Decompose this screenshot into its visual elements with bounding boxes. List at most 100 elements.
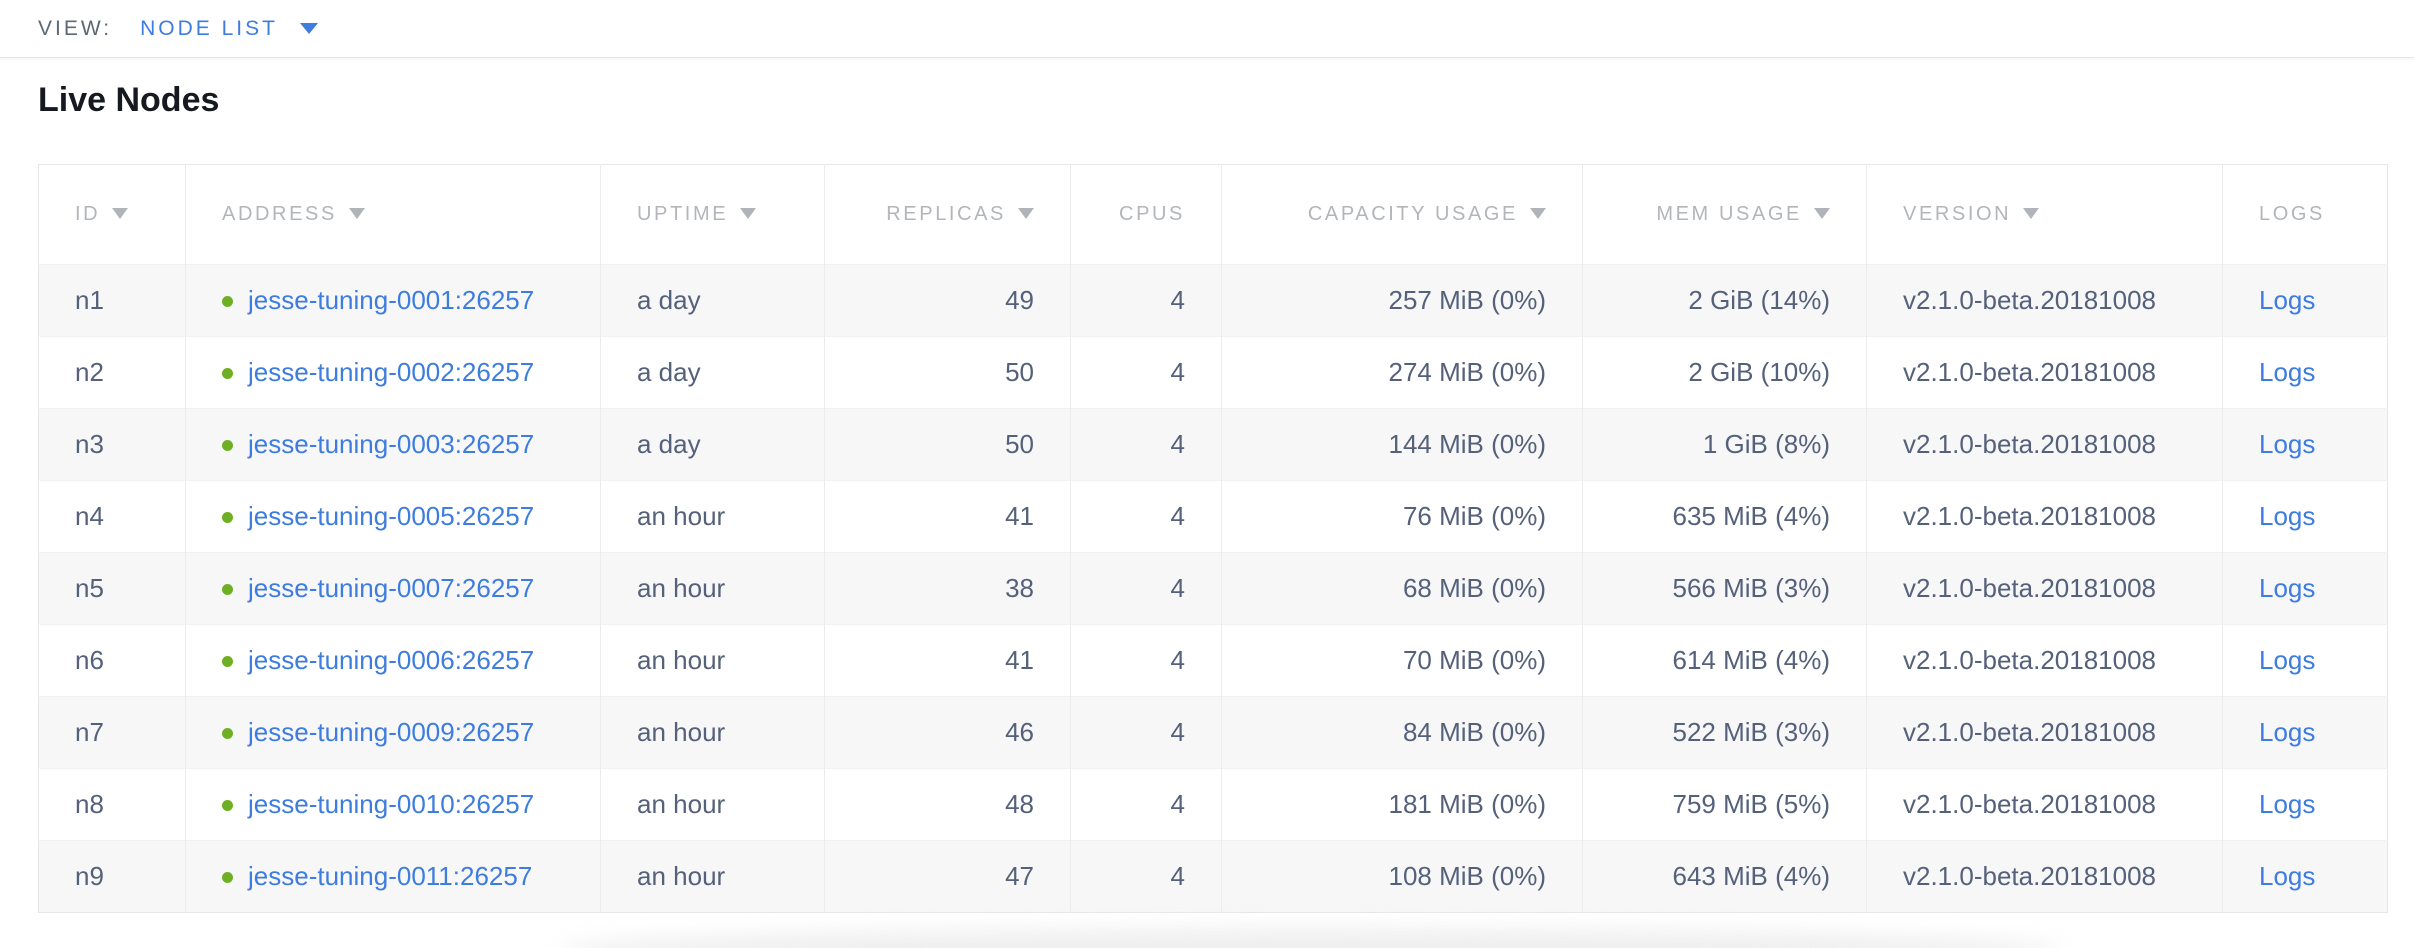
- column-header-replicas[interactable]: REPLICAS: [824, 164, 1071, 265]
- view-bar: VIEW: NODE LIST: [0, 0, 2414, 58]
- table-row: n9 jesse-tuning-0011:26257 an hour 47 4 108 M…: [38, 840, 2388, 913]
- cell-uptime: a day: [600, 264, 825, 337]
- logs-link[interactable]: Logs: [2259, 573, 2316, 603]
- cell-address: jesse-tuning-0005:26257: [185, 480, 601, 553]
- cell-cpus: 4: [1070, 264, 1222, 337]
- node-address-link[interactable]: jesse-tuning-0002:26257: [248, 357, 535, 387]
- column-header-uptime[interactable]: UPTIME: [600, 164, 825, 265]
- cell-version: v2.1.0-beta.20181008: [1866, 624, 2223, 697]
- node-address-link[interactable]: jesse-tuning-0011:26257: [248, 861, 533, 891]
- table-header: ID ADDRESS UPTIME REPLICAS CPUS CAPACITY USAG…: [38, 164, 2388, 265]
- cell-mem: 643 MiB (4%): [1582, 840, 1867, 913]
- cell-uptime: a day: [600, 408, 825, 481]
- cell-cpus: 4: [1070, 336, 1222, 409]
- node-address-link[interactable]: jesse-tuning-0005:26257: [248, 501, 535, 531]
- cell-version: v2.1.0-beta.20181008: [1866, 264, 2223, 337]
- cell-version: v2.1.0-beta.20181008: [1866, 408, 2223, 481]
- column-header-label: REPLICAS: [886, 203, 1006, 225]
- column-header-label: CPUS: [1119, 203, 1185, 225]
- cell-capacity: 144 MiB (0%): [1221, 408, 1583, 481]
- cell-address: jesse-tuning-0009:26257: [185, 696, 601, 769]
- table-row: n4 jesse-tuning-0005:26257 an hour 41 4 76 Mi…: [38, 480, 2388, 553]
- cell-mem: 566 MiB (3%): [1582, 552, 1867, 625]
- cell-address: jesse-tuning-0003:26257: [185, 408, 601, 481]
- logs-link[interactable]: Logs: [2259, 717, 2316, 747]
- cell-id: n5: [38, 552, 186, 625]
- node-address-link[interactable]: jesse-tuning-0010:26257: [248, 789, 535, 819]
- sort-desc-icon: [1814, 208, 1830, 219]
- cell-mem: 614 MiB (4%): [1582, 624, 1867, 697]
- cell-uptime: an hour: [600, 840, 825, 913]
- cell-id: n3: [38, 408, 186, 481]
- cell-version: v2.1.0-beta.20181008: [1866, 696, 2223, 769]
- cell-capacity: 70 MiB (0%): [1221, 624, 1583, 697]
- logs-link[interactable]: Logs: [2259, 429, 2316, 459]
- table-row: n7 jesse-tuning-0009:26257 an hour 46 4 84 Mi…: [38, 696, 2388, 769]
- cell-address: jesse-tuning-0001:26257: [185, 264, 601, 337]
- cell-replicas: 41: [824, 624, 1071, 697]
- cell-address: jesse-tuning-0011:26257: [185, 840, 601, 913]
- table-row: n5 jesse-tuning-0007:26257 an hour 38 4 68 Mi…: [38, 552, 2388, 625]
- cell-capacity: 181 MiB (0%): [1221, 768, 1583, 841]
- column-header-logs: LOGS: [2222, 164, 2388, 265]
- cell-logs: Logs: [2222, 840, 2388, 913]
- cell-replicas: 46: [824, 696, 1071, 769]
- cell-version: v2.1.0-beta.20181008: [1866, 480, 2223, 553]
- column-header-address[interactable]: ADDRESS: [185, 164, 601, 265]
- logs-link[interactable]: Logs: [2259, 789, 2316, 819]
- column-header-label: UPTIME: [637, 203, 729, 225]
- cell-uptime: an hour: [600, 696, 825, 769]
- cell-version: v2.1.0-beta.20181008: [1866, 552, 2223, 625]
- chevron-down-icon: [299, 23, 318, 34]
- column-header-capacity[interactable]: CAPACITY USAGE: [1221, 164, 1583, 265]
- column-header-mem[interactable]: MEM USAGE: [1582, 164, 1867, 265]
- cell-mem: 522 MiB (3%): [1582, 696, 1867, 769]
- cell-uptime: an hour: [600, 552, 825, 625]
- column-header-label: ID: [75, 203, 101, 225]
- logs-link[interactable]: Logs: [2259, 501, 2316, 531]
- cell-id: n8: [38, 768, 186, 841]
- node-address-link[interactable]: jesse-tuning-0003:26257: [248, 429, 535, 459]
- node-address-link[interactable]: jesse-tuning-0001:26257: [248, 285, 535, 315]
- node-address-link[interactable]: jesse-tuning-0007:26257: [248, 573, 535, 603]
- sort-desc-icon: [1018, 208, 1034, 219]
- cell-version: v2.1.0-beta.20181008: [1866, 336, 2223, 409]
- cell-uptime: an hour: [600, 480, 825, 553]
- view-selector-dropdown[interactable]: NODE LIST: [140, 17, 318, 41]
- column-header-cpus: CPUS: [1070, 164, 1222, 265]
- sort-desc-icon: [740, 208, 757, 219]
- column-header-label: MEM USAGE: [1656, 203, 1802, 225]
- table-row: n2 jesse-tuning-0002:26257 a day 50 4 274 MiB…: [38, 336, 2388, 409]
- cell-cpus: 4: [1070, 768, 1222, 841]
- health-status-icon: [222, 512, 233, 523]
- cell-cpus: 4: [1070, 552, 1222, 625]
- logs-link[interactable]: Logs: [2259, 861, 2316, 891]
- table-row: n8 jesse-tuning-0010:26257 an hour 48 4 181 M…: [38, 768, 2388, 841]
- cell-mem: 635 MiB (4%): [1582, 480, 1867, 553]
- cell-logs: Logs: [2222, 696, 2388, 769]
- below-fold-shadow: [560, 928, 2060, 948]
- node-address-link[interactable]: jesse-tuning-0009:26257: [248, 717, 535, 747]
- node-address-link[interactable]: jesse-tuning-0006:26257: [248, 645, 535, 675]
- cell-address: jesse-tuning-0006:26257: [185, 624, 601, 697]
- logs-link[interactable]: Logs: [2259, 357, 2316, 387]
- cell-replicas: 49: [824, 264, 1071, 337]
- health-status-icon: [222, 800, 233, 811]
- cell-logs: Logs: [2222, 768, 2388, 841]
- health-status-icon: [222, 872, 233, 883]
- cell-address: jesse-tuning-0010:26257: [185, 768, 601, 841]
- cell-replicas: 47: [824, 840, 1071, 913]
- column-header-id[interactable]: ID: [38, 164, 186, 265]
- sort-desc-icon: [112, 208, 129, 219]
- column-header-version[interactable]: VERSION: [1866, 164, 2223, 265]
- column-header-label: CAPACITY USAGE: [1307, 203, 1518, 225]
- cell-capacity: 257 MiB (0%): [1221, 264, 1583, 337]
- logs-link[interactable]: Logs: [2259, 285, 2316, 315]
- cell-address: jesse-tuning-0002:26257: [185, 336, 601, 409]
- logs-link[interactable]: Logs: [2259, 645, 2316, 675]
- health-status-icon: [222, 656, 233, 667]
- view-selector-value: NODE LIST: [140, 16, 278, 40]
- column-header-label: VERSION: [1903, 203, 2012, 225]
- sort-desc-icon: [348, 208, 365, 219]
- column-header-label: LOGS: [2259, 203, 2325, 225]
